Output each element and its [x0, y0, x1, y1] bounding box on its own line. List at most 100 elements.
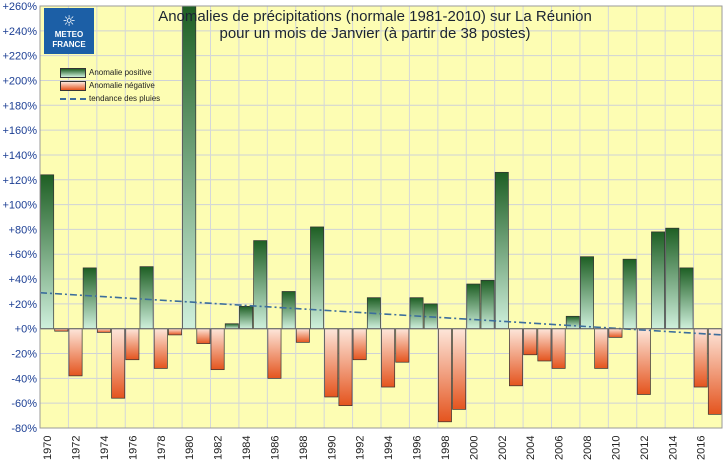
bar-1982	[210, 328, 225, 371]
x-tick-label: 1996	[412, 436, 424, 460]
x-tick-label: 2004	[525, 436, 537, 460]
y-tick-label: +20%	[9, 299, 38, 311]
legend-swatch-negative	[60, 80, 86, 91]
bar-1998	[437, 328, 452, 423]
logo-line2: FRANCE	[52, 40, 86, 49]
bar-1989	[310, 226, 325, 330]
bar-1975	[111, 328, 126, 399]
y-tick-label: +220%	[2, 51, 37, 63]
bar-1980	[182, 5, 197, 330]
legend-swatch-positive	[60, 67, 86, 78]
x-tick-label: 2002	[497, 436, 509, 460]
x-tick-label: 2006	[554, 436, 566, 460]
y-tick-label: +180%	[2, 100, 37, 112]
bar-1992	[352, 328, 367, 361]
bar-2017	[707, 328, 722, 415]
bar-1981	[196, 328, 211, 344]
bar-1970	[40, 174, 55, 330]
bar-2016	[693, 328, 708, 388]
x-tick-label: 1974	[99, 436, 111, 460]
bar-1972	[68, 328, 83, 377]
trend-line	[39, 291, 723, 336]
y-tick-label: +40%	[9, 274, 38, 286]
x-tick-label: 2014	[667, 436, 679, 460]
chart-title-text: Anomalies de précipitations (normale 198…	[158, 8, 592, 42]
bar-1999	[452, 328, 467, 410]
y-tick-label: -60%	[11, 398, 37, 410]
legend-label-negative: Anomalie négative	[89, 81, 155, 90]
legend: Anomalie positive Anomalie négative tend…	[60, 66, 160, 105]
bar-2005	[537, 328, 552, 362]
x-tick-label: 2008	[582, 436, 594, 460]
legend-item-positive: Anomalie positive	[60, 66, 160, 79]
bar-1984	[239, 306, 253, 330]
plot-border	[39, 5, 723, 429]
bar-1991	[338, 328, 353, 407]
x-tick-label: 1998	[440, 436, 452, 460]
y-tick-label: +260%	[2, 1, 37, 13]
bar-1976	[125, 328, 140, 361]
y-tick-label: +200%	[2, 75, 37, 87]
bar-2007	[565, 315, 580, 330]
y-tick-label: -20%	[11, 349, 37, 361]
y-tick-label: +240%	[2, 26, 37, 38]
chart-title: Anomalies de précipitations (normale 198…	[140, 8, 610, 42]
bar-1986	[267, 328, 282, 379]
y-tick-label: +160%	[2, 125, 37, 137]
bar-1983	[224, 323, 239, 330]
x-tick-label: 2012	[639, 436, 651, 460]
bar-2012	[636, 328, 651, 395]
bar-1977	[139, 266, 154, 330]
x-tick-label: 1990	[326, 436, 338, 460]
bar-1996	[409, 297, 424, 330]
bar-2011	[622, 258, 637, 330]
legend-label-positive: Anomalie positive	[89, 68, 152, 77]
bar-1990	[324, 328, 339, 398]
bar-2006	[551, 328, 566, 369]
x-tick-label: 1976	[127, 436, 139, 460]
bar-1985	[253, 240, 268, 330]
bar-2013	[651, 231, 666, 330]
x-tick-label: 1984	[241, 436, 253, 460]
x-tick-label: 1972	[71, 436, 83, 460]
legend-swatch-trend	[60, 97, 86, 100]
bar-2008	[580, 256, 594, 330]
bar-1988	[295, 328, 310, 343]
bar-1987	[281, 291, 296, 330]
x-tick-label: 1988	[298, 436, 310, 460]
x-tick-label: 1980	[184, 436, 196, 460]
bar-2015	[679, 267, 694, 330]
legend-item-trend: tendance des pluies	[60, 92, 160, 105]
gridlines	[39, 5, 723, 429]
bar-2004	[523, 328, 538, 356]
x-axis: 1970 1972 1974 1976 1978 1980 1982 1984 1986 1988…	[42, 436, 708, 460]
x-tick-label: 2000	[468, 436, 480, 460]
legend-item-negative: Anomalie négative	[60, 79, 160, 92]
y-tick-label: -80%	[11, 423, 37, 435]
x-tick-label: 1978	[156, 436, 168, 460]
y-tick-label: +120%	[2, 175, 37, 187]
logo-line1: METEO	[54, 30, 84, 39]
bar-1979	[168, 328, 182, 336]
bar-2009	[594, 328, 609, 369]
y-axis: -80% -60% -40% -20% +0% +20% +40% +60% +80% +100%…	[2, 1, 37, 435]
meteo-france-logo: ☼ METEO FRANCE	[44, 8, 94, 54]
y-tick-label: +80%	[9, 224, 38, 236]
x-tick-label: 1970	[42, 436, 54, 460]
bar-1978	[153, 328, 168, 369]
bar-2003	[509, 328, 523, 387]
x-tick-label: 1992	[355, 436, 367, 460]
y-tick-label: -40%	[11, 373, 37, 385]
bar-1994	[381, 328, 396, 388]
x-tick-label: 2010	[610, 436, 622, 460]
x-tick-label: 2016	[696, 436, 708, 460]
y-tick-label: +100%	[2, 200, 37, 212]
bar-2000	[466, 283, 481, 330]
bar-1973	[82, 267, 97, 330]
x-tick-label: 1986	[269, 436, 281, 460]
x-tick-label: 1994	[383, 436, 395, 460]
bar-1995	[395, 328, 410, 363]
x-tick-label: 1982	[213, 436, 225, 460]
legend-label-trend: tendance des pluies	[89, 94, 161, 103]
y-tick-label: +140%	[2, 150, 37, 162]
